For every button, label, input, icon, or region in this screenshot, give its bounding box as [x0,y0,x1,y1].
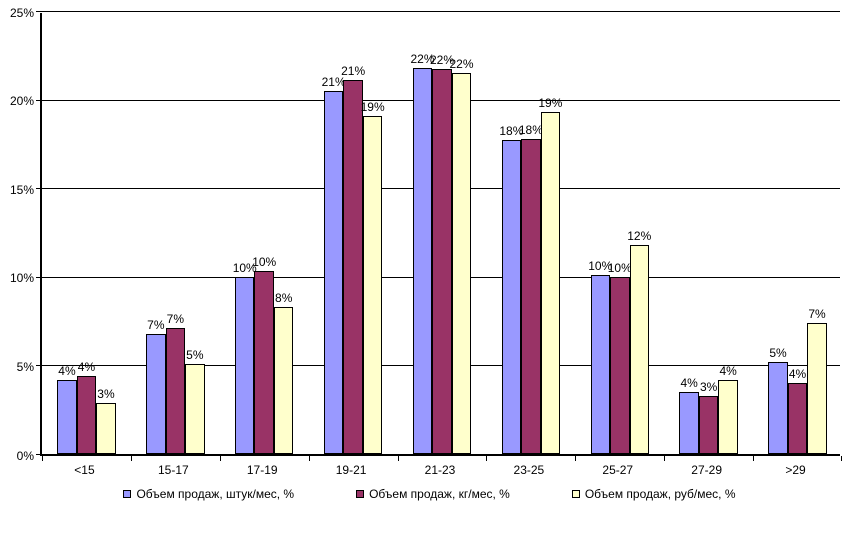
legend-key-icon [571,490,580,498]
bar-label: 8% [275,290,293,305]
x-axis-label: 15-17 [157,463,189,477]
y-axis-tick [36,454,42,455]
legend-label: Объем продаж, кг/мес, % [369,487,510,501]
bar-label: 4% [680,375,698,390]
bar-label: 21% [321,74,346,89]
bar-label: 5% [769,345,787,360]
bar-label: 4% [719,363,737,378]
bar-label: 4% [58,363,76,378]
x-axis-label: 23-25 [513,463,545,477]
bar-3-<15 [96,402,116,454]
bar-3-17-19 [273,306,294,454]
bar-1-23-25 [501,140,522,454]
y-axis-tick [36,11,42,12]
bar-label: 10% [232,260,257,275]
bar-1-<15 [57,379,77,454]
bar-2-21-23 [432,69,452,454]
bar-label: 3% [699,379,718,394]
bar-3-19-21 [362,115,383,454]
bar-3-25-27 [629,244,650,454]
bar-2-27-29 [698,395,719,454]
legend-item-1: Объем продаж, штук/мес, % [123,487,294,501]
bar-1-19-21 [323,90,344,454]
bar-1-17-19 [234,276,255,454]
x-axis-tick [130,456,132,461]
bar-label: 22% [429,53,455,68]
y-axis-label: 10% [9,271,34,286]
bar-label: 18% [499,124,524,139]
x-axis-label: 21-23 [424,463,456,477]
bar-label: 10% [252,255,277,270]
bar-1->29 [768,361,788,454]
bar-3-23-25 [540,112,561,454]
bar-label: 4% [77,360,96,375]
legend: Объем продаж, штук/мес, % Объем продаж, к… [0,487,859,501]
x-axis-label: 17-19 [246,463,278,477]
plot-area: 4% 4% 3% 7% 7% 5% 10% 10% 8% 21% 21% 19% 22% 22% 22% 18… [36,11,842,461]
x-axis-tick [664,456,666,461]
bar-2-15-17 [165,328,186,454]
bar-3-27-29 [718,379,738,454]
x-axis-tick [753,456,755,461]
bar-1-25-27 [590,275,611,454]
bar-label: 19% [538,96,563,111]
y-axis-tick [36,365,42,367]
bar-3->29 [807,322,827,454]
x-axis-tick [219,456,221,461]
bar-label: 19% [360,99,385,114]
gridline [42,11,840,12]
bar-1-15-17 [146,333,166,454]
bar-label: 22% [410,51,435,66]
y-axis-label: 0% [16,448,34,463]
bar-label: 4% [788,367,807,382]
x-axis-label: <15 [74,463,95,477]
x-axis-tick [575,456,577,461]
legend-item-2: Объем продаж, кг/мес, % [356,487,510,501]
bar-1-27-29 [679,391,699,454]
bar-label: 12% [627,228,652,243]
bar-label: 22% [449,57,474,72]
bar-label: 10% [607,260,632,275]
x-axis-label: >29 [785,463,806,477]
bar-3-21-23 [451,73,472,454]
y-axis-label: 25% [9,5,34,20]
bar-2-19-21 [343,80,363,454]
x-axis-tick [397,456,399,461]
x-axis-label: 25-27 [602,463,634,477]
bar-2->29 [787,383,808,454]
legend-label: Объем продаж, штук/мес, % [136,487,295,501]
bar-2-25-27 [610,276,630,454]
legend-item-3: Объем продаж, руб/мес, % [571,487,736,501]
legend-key-icon [356,490,365,498]
bar-label: 7% [147,317,165,332]
y-axis-label: 20% [9,94,34,109]
bar-label: 7% [808,306,826,321]
bar-1-21-23 [412,67,433,454]
x-axis-tick [308,456,310,461]
bar-2-23-25 [521,138,541,454]
bar-label: 5% [186,347,204,362]
y-axis-label: 5% [16,359,34,374]
y-axis-label: 15% [9,182,34,197]
bar-label: 3% [97,386,115,401]
x-axis-tick [841,456,842,461]
legend-key-icon [123,490,132,498]
bar-label: 7% [166,312,184,327]
x-axis-tick [486,456,488,461]
x-axis-label: 27-29 [691,463,723,477]
x-axis-tick [42,456,43,461]
bar-label: 21% [341,64,366,79]
bar-3-15-17 [185,363,205,454]
x-axis-label: 19-21 [335,463,367,477]
y-axis-tick [36,99,42,101]
legend-label: Объем продаж, руб/мес, % [584,487,736,501]
y-axis-tick [36,188,42,190]
bar-2-<15 [76,376,97,454]
bar-label: 10% [588,259,613,274]
y-axis-tick [36,276,42,278]
bar-label: 18% [518,122,543,137]
bar-2-17-19 [254,271,274,454]
